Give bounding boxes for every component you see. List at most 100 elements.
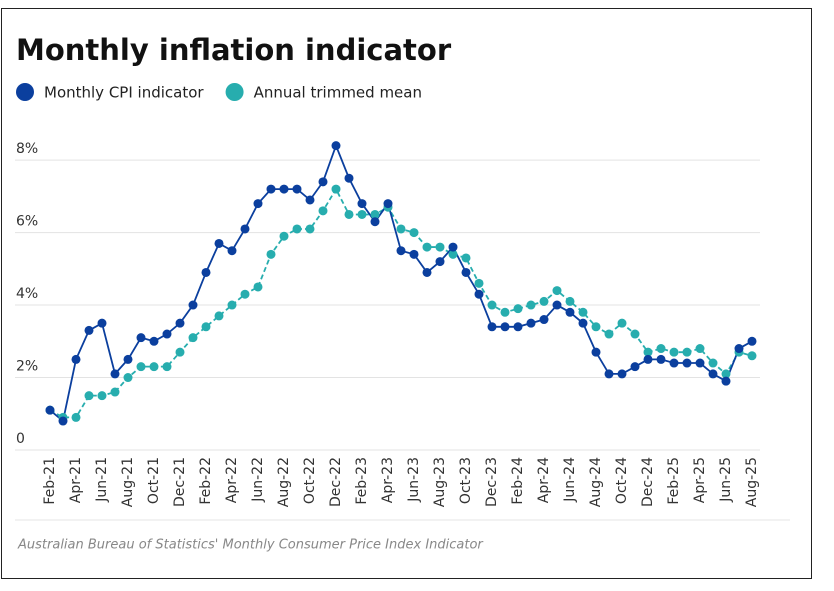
legend-marker: [16, 83, 34, 101]
frame: [1, 8, 812, 579]
x-tick-label: Aug-25: [744, 457, 760, 507]
data-point: [461, 267, 471, 277]
data-point: [435, 257, 445, 267]
data-point: [175, 318, 185, 328]
data-point: [45, 405, 55, 415]
x-tick-label: Apr-21: [68, 457, 84, 503]
data-point: [617, 318, 627, 328]
series-line: [49, 187, 753, 419]
data-point: [188, 300, 198, 310]
data-point: [630, 362, 640, 372]
data-point: [487, 322, 497, 332]
data-point: [474, 278, 484, 288]
y-tick-label: 2%: [16, 359, 38, 375]
data-point: [435, 242, 445, 252]
data-point: [448, 249, 458, 259]
x-tick-label: Feb-25: [666, 457, 682, 505]
data-point: [253, 199, 263, 209]
data-point: [513, 322, 523, 332]
x-tick-label: Oct-22: [302, 457, 318, 504]
data-point: [227, 246, 237, 256]
data-point: [643, 347, 653, 357]
data-point: [396, 246, 406, 256]
chart-title: Monthly inflation indicator: [16, 33, 452, 67]
data-point: [175, 347, 185, 357]
data-point: [409, 228, 419, 238]
data-point: [266, 249, 276, 259]
x-tick-label: Aug-23: [432, 457, 448, 507]
x-tick-label: Oct-23: [458, 457, 474, 504]
data-point: [500, 322, 510, 332]
data-point: [422, 242, 432, 252]
data-point: [110, 387, 120, 397]
data-point: [695, 358, 705, 368]
data-point: [552, 286, 562, 296]
data-point: [279, 184, 289, 194]
data-point: [123, 354, 133, 364]
data-point: [370, 209, 380, 219]
data-point: [344, 173, 354, 183]
data-point: [708, 369, 718, 379]
data-point: [539, 296, 549, 306]
data-point: [357, 199, 367, 209]
data-point: [591, 322, 601, 332]
data-point: [318, 177, 328, 187]
x-tick-label: Dec-21: [172, 457, 188, 507]
data-point: [266, 184, 276, 194]
data-point: [539, 315, 549, 325]
data-point: [292, 184, 302, 194]
legend-marker: [225, 83, 244, 101]
data-point: [656, 354, 666, 364]
x-tick-label: Jun-23: [406, 457, 422, 503]
x-tick-label: Dec-22: [328, 457, 344, 507]
legend-label: Monthly CPI indicator: [44, 84, 204, 102]
series-line: [49, 143, 753, 423]
data-point: [331, 141, 341, 151]
x-tick-label: Jun-24: [562, 457, 578, 503]
data-point: [188, 333, 198, 343]
data-point: [201, 322, 211, 332]
data-point: [565, 296, 575, 306]
data-point: [409, 249, 419, 259]
data-point: [357, 209, 367, 219]
data-point: [591, 347, 601, 357]
data-point: [240, 224, 250, 234]
x-tick-label: Jun-22: [250, 457, 266, 503]
x-tick-label: Aug-22: [276, 457, 292, 507]
x-tick-label: Jun-25: [718, 457, 734, 503]
x-tick-label: Dec-23: [484, 457, 500, 507]
data-point: [227, 300, 237, 310]
data-point: [461, 253, 471, 263]
data-point: [162, 362, 172, 372]
data-point: [669, 347, 679, 357]
data-point: [292, 224, 302, 234]
data-point: [214, 311, 224, 321]
data-point: [695, 344, 705, 354]
data-point: [630, 329, 640, 339]
x-tick-label: Feb-23: [354, 457, 370, 505]
data-point: [526, 318, 536, 328]
x-tick-label: Dec-24: [640, 457, 656, 507]
data-point: [721, 376, 731, 386]
data-point: [682, 347, 692, 357]
data-point: [240, 289, 250, 299]
data-point: [71, 354, 81, 364]
data-point: [331, 184, 341, 194]
data-point: [747, 336, 757, 346]
data-point: [734, 344, 744, 354]
data-point: [487, 300, 497, 310]
data-point: [253, 282, 263, 292]
data-point: [604, 369, 614, 379]
x-tick-label: Feb-22: [198, 457, 214, 505]
data-point: [448, 242, 458, 252]
data-point: [136, 333, 146, 343]
data-point: [97, 391, 107, 401]
data-point: [305, 224, 315, 234]
x-tick-label: Oct-24: [614, 457, 630, 504]
data-point: [110, 369, 120, 379]
legend-label: Annual trimmed mean: [254, 84, 422, 102]
data-point: [396, 224, 406, 234]
data-point: [370, 217, 380, 227]
data-point: [721, 369, 731, 379]
